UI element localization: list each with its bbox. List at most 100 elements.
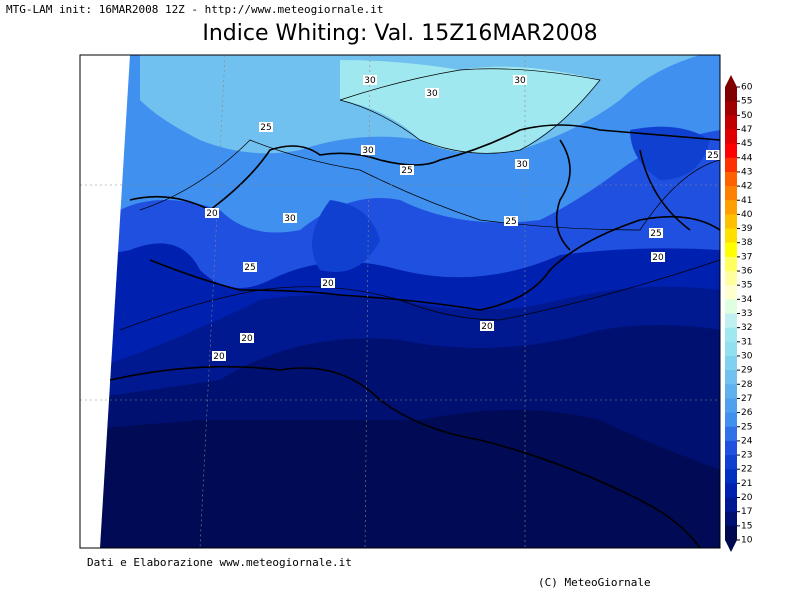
contour-label: 25: [505, 217, 516, 227]
colorbar-label: 29: [741, 366, 753, 376]
colorbar-label: 21: [741, 479, 752, 489]
colorbar-label: 47: [741, 125, 752, 135]
colorbar-band: [725, 214, 737, 230]
colorbar-label: 37: [741, 252, 752, 262]
colorbar-band: [725, 525, 737, 541]
colorbar-arrow: [725, 540, 737, 552]
colorbar-label: 38: [741, 238, 753, 248]
colorbar-label: 36: [741, 267, 753, 277]
colorbar: 60 55 50 47 45 44 43 42 41 40 39 38 37 36 35 34 33 32 31 30…: [725, 75, 753, 552]
contour-label-box: [283, 213, 297, 223]
colorbar-label: 26: [741, 408, 753, 418]
colorbar-label: 41: [741, 196, 752, 206]
outside-domain: [80, 55, 130, 548]
colorbar-arrow: [725, 75, 737, 87]
colorbar-label: 17: [741, 507, 752, 517]
colorbar-label: 31: [741, 337, 752, 347]
contour-label-box: [425, 88, 439, 98]
colorbar-label: 43: [741, 167, 752, 177]
contour-label: 25: [707, 151, 718, 161]
contour-label-box: [515, 159, 529, 169]
colorbar-band: [725, 200, 737, 215]
graticule: [80, 55, 720, 548]
colorbar-label: 33: [741, 309, 752, 319]
contour-label-box: [259, 122, 273, 132]
colorbar-band: [725, 511, 737, 527]
contour-label-box: [504, 216, 518, 226]
contour-label: 20: [322, 279, 334, 289]
map-area: 30 30 30 25 30 25 30 25 20 30 25 25 20 25 20 20 20 20: [79, 54, 721, 549]
colorbar-band: [725, 157, 737, 173]
colorbar-label: 32: [741, 323, 752, 333]
field: [340, 60, 600, 154]
colorbar-band: [725, 143, 737, 159]
colorbar-band: [725, 271, 737, 286]
colorbar-band: [725, 129, 737, 145]
colorbar-band: [725, 101, 737, 116]
colorbar-band: [725, 440, 737, 456]
contour-label: 30: [514, 76, 526, 86]
colorbar-label: 39: [741, 224, 753, 234]
contour-label-box: [212, 351, 226, 361]
contour-label-box: [243, 262, 257, 272]
colorbar-label: 23: [741, 451, 752, 461]
map-title: Indice Whiting: Val. 15Z16MAR2008: [202, 21, 597, 46]
contour-label: 25: [260, 123, 271, 133]
contour-label: 30: [516, 160, 528, 170]
contour-label: 30: [364, 76, 376, 86]
colorbar-band: [725, 341, 737, 357]
field: [630, 126, 710, 180]
colorbar-label: 45: [741, 139, 752, 149]
colorbar-label: 28: [741, 380, 753, 390]
colorbar-band: [725, 285, 737, 300]
colorbar-label: 35: [741, 281, 752, 291]
colorbar-band: [725, 171, 737, 187]
colorbar-label: 60: [741, 83, 753, 93]
colorbar-label: 34: [741, 295, 753, 305]
colorbar-label: 55: [741, 97, 752, 107]
contour-label-box: [363, 75, 377, 85]
colorbar-band: [725, 242, 737, 258]
colorbar-band: [725, 455, 737, 470]
colorbar-label: 42: [741, 182, 752, 192]
colorbar-label: 22: [741, 465, 752, 475]
credits: Dati e Elaborazione www.meteogiornale.it: [87, 556, 352, 569]
colorbar-band: [725, 327, 737, 343]
colorbar-label: 25: [741, 422, 752, 432]
contour-label: 30: [362, 146, 374, 156]
colorbar-label: 30: [741, 351, 753, 361]
colorbar-label: 15: [741, 521, 752, 531]
colorbar-band: [725, 186, 737, 201]
contour-label: 20: [213, 352, 225, 362]
contour-label: 25: [650, 229, 661, 239]
colorbar-band: [725, 469, 737, 484]
contour-label-box: [205, 208, 219, 218]
colorbar-label: 10: [741, 536, 753, 546]
colorbar-band: [725, 115, 737, 130]
colorbar-band: [725, 228, 737, 244]
colorbar-label: 44: [741, 153, 753, 163]
copyright: (C) MeteoGiornale: [538, 576, 651, 589]
contour-label: 20: [206, 209, 218, 219]
colorbar-band: [725, 256, 737, 272]
contour-label: 30: [284, 214, 296, 224]
colorbar-band: [725, 87, 737, 102]
field: [312, 200, 380, 272]
contour-label-box: [361, 145, 375, 155]
contour-label: 25: [244, 263, 255, 273]
colorbar-band: [725, 370, 737, 385]
colorbar-label: 50: [741, 111, 753, 121]
colorbar-band: [725, 384, 737, 399]
contour-label: 20: [241, 334, 253, 344]
colorbar-band: [725, 355, 737, 371]
contour-label: 20: [652, 253, 664, 263]
contours: [119, 68, 720, 331]
colorbar-band: [725, 412, 737, 428]
contour-label-box: [480, 321, 494, 331]
contour-label-box: [649, 228, 663, 238]
run-info: MTG-LAM init: 16MAR2008 12Z - http://www…: [6, 3, 384, 16]
contour-label-box: [400, 165, 414, 175]
colorbar-label: 40: [741, 210, 753, 220]
